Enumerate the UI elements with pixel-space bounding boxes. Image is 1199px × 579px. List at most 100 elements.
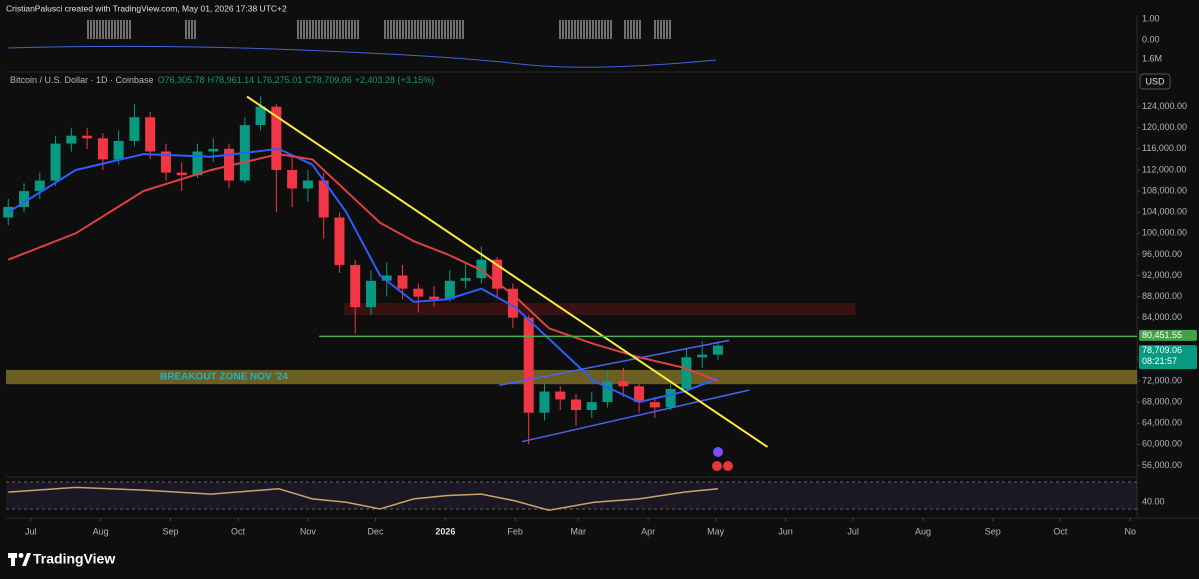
y-tick-label: 116,000.00 — [1142, 143, 1186, 153]
candle-body — [413, 288, 424, 297]
candle-body — [381, 275, 392, 281]
y-tick-label: 120,000.00 — [1142, 122, 1187, 132]
candle-body — [539, 391, 550, 413]
y-tick-label: 64,000.00 — [1142, 418, 1182, 428]
candle-body — [255, 106, 266, 126]
candle-body — [712, 345, 723, 355]
countdown: 08:21:57 — [1142, 356, 1177, 366]
candle-body — [571, 399, 582, 411]
x-tick-label: Nov — [300, 526, 317, 536]
legend-high: H78,961.14 — [208, 75, 255, 85]
x-tick-label: Jul — [25, 526, 37, 536]
price-tag-label: 78,709.06 — [1142, 345, 1182, 355]
legend: Bitcoin / U.S. Dollar · 1D · Coinbase O76… — [10, 75, 434, 85]
x-tick-label: Apr — [641, 526, 655, 536]
candle-body — [649, 402, 660, 408]
candle-body — [602, 381, 613, 403]
moving-average — [7, 153, 719, 382]
rsi-tick-label: 40.00 — [1142, 497, 1165, 507]
y-tick-label: 100,000.00 — [1142, 228, 1187, 238]
candle-body — [397, 275, 408, 289]
candle-body — [681, 357, 692, 389]
candle-body — [634, 386, 645, 403]
candle-body — [555, 391, 566, 400]
y-tick-label: 88,000.00 — [1142, 291, 1182, 301]
y-tick-label: 72,000.00 — [1142, 375, 1182, 385]
candle-body — [192, 151, 203, 176]
event-icons — [712, 447, 733, 471]
x-tick-label: May — [707, 526, 725, 536]
x-tick-label: Aug — [93, 526, 109, 536]
price-tag-label: 80,451.55 — [1142, 330, 1182, 340]
candle-body — [697, 354, 708, 358]
candle-body — [523, 317, 534, 413]
brand-logo — [8, 553, 31, 566]
candle-body — [34, 180, 45, 192]
candle-body — [302, 180, 313, 189]
candle-body — [318, 180, 329, 218]
candle-body — [66, 135, 77, 144]
x-tick-label: No — [1124, 526, 1136, 536]
y-tick-label: 108,000.00 — [1142, 185, 1187, 195]
rsi-band — [6, 482, 1137, 509]
channel-lower — [521, 389, 750, 443]
x-tick-label: Dec — [367, 526, 384, 536]
candle-body — [507, 288, 518, 318]
candle-body — [618, 381, 629, 387]
candle-body — [19, 191, 30, 207]
candle-body — [429, 296, 440, 300]
y-tick-label: 104,000.00 — [1142, 207, 1187, 217]
candle-body — [160, 151, 171, 173]
price-tag — [1139, 329, 1197, 341]
y-tick-label: 60,000.00 — [1142, 439, 1182, 449]
candle-body — [460, 278, 471, 281]
x-tick-label: Feb — [507, 526, 523, 536]
candle-body — [82, 135, 93, 139]
legend-close: C78,709.06 — [305, 75, 352, 85]
candle-body — [224, 148, 235, 181]
currency-button[interactable] — [1139, 73, 1171, 90]
candle-body — [50, 143, 61, 181]
x-tick-label: Mar — [571, 526, 587, 536]
x-tick-label: Oct — [1053, 526, 1068, 536]
candle-body — [97, 138, 108, 160]
volume-line — [7, 45, 717, 68]
candle-body — [476, 259, 487, 279]
credit: CristianPalusci created with TradingView… — [6, 3, 287, 13]
brand: TradingView — [33, 551, 115, 567]
candle-body — [350, 264, 361, 308]
legend-title: Bitcoin / U.S. Dollar · 1D · Coinbase — [10, 75, 154, 85]
y-tick-label: 84,000.00 — [1142, 312, 1182, 322]
y-tick-label: 124,000.00 — [1142, 101, 1187, 111]
candle-body — [665, 388, 676, 408]
candle-body — [287, 169, 298, 189]
legend-change: +2,403.28 (+3.15%) — [355, 75, 435, 85]
top-pane-label: 1.6M — [1142, 53, 1162, 63]
price-tag — [1139, 345, 1197, 370]
breakout-zone-label: BREAKOUT ZONE NOV '24 — [160, 372, 288, 383]
legend-low: L76,275.01 — [257, 75, 302, 85]
legend-open: O76,305.78 — [158, 75, 205, 85]
y-tick-label: 92,000.00 — [1142, 270, 1182, 280]
currency[interactable]: USD — [1145, 76, 1165, 86]
candle-body — [208, 148, 219, 152]
x-tick-label: Jun — [778, 526, 793, 536]
channel-upper — [499, 339, 730, 386]
y-tick-label: 112,000.00 — [1142, 164, 1186, 174]
x-tick-label: Oct — [231, 526, 246, 536]
candle-body — [113, 140, 124, 160]
y-tick-label: 96,000.00 — [1142, 249, 1182, 259]
candle-body — [492, 259, 503, 289]
candle-body — [145, 117, 156, 152]
trendline — [246, 95, 769, 448]
candle-body — [334, 217, 345, 265]
y-tick-label: 68,000.00 — [1142, 397, 1182, 407]
y-tick-label: 56,000.00 — [1142, 460, 1182, 470]
x-tick-label: Sep — [162, 526, 178, 536]
breakout-zone — [6, 369, 1137, 385]
candle-body — [586, 402, 597, 411]
candle-body — [271, 106, 282, 170]
candle-body — [176, 172, 187, 176]
candle-body — [129, 117, 140, 141]
